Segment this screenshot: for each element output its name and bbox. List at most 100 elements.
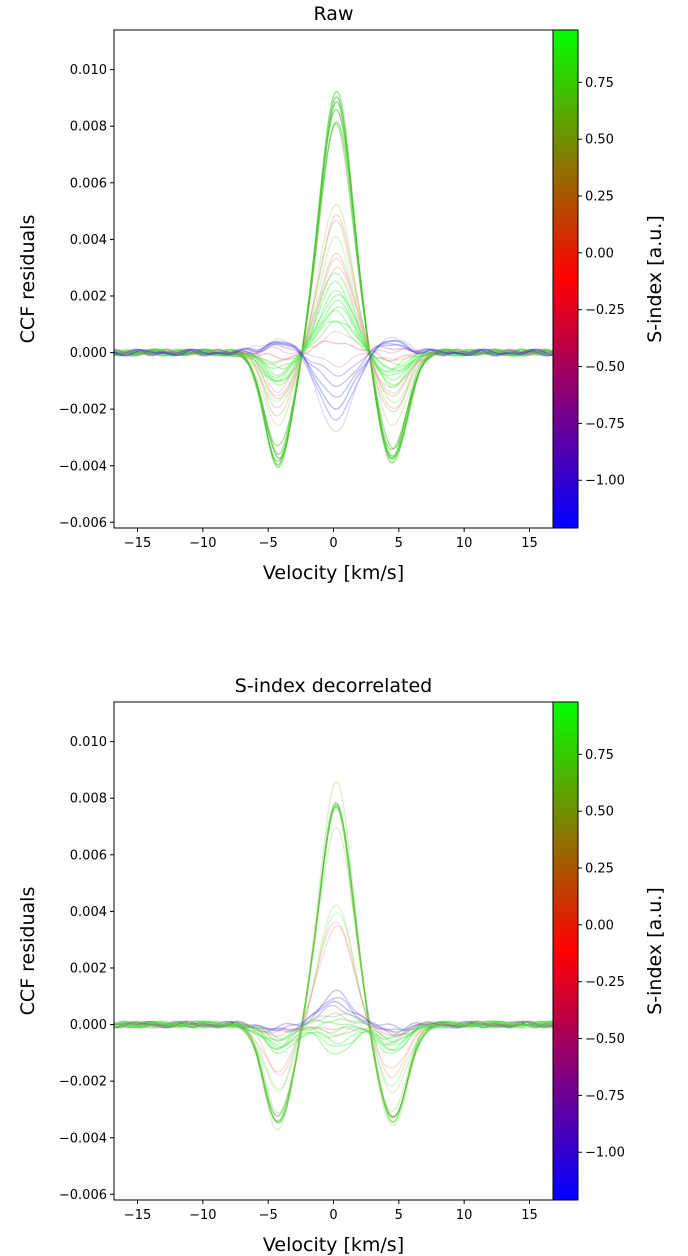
series-line (114, 1020, 553, 1038)
y-tick-label: 0.004 (70, 905, 107, 920)
series-line (114, 1004, 553, 1037)
series-line (114, 997, 553, 1032)
colorbar-tick-label: 0.25 (585, 862, 614, 877)
series-line (114, 1020, 553, 1043)
series-line (114, 306, 553, 377)
colorbar-tick-label: −1.00 (585, 474, 625, 489)
y-axis: −0.006 −0.004 −0.002 0.000 0.002 0.004 0.006 0.… (59, 735, 114, 1203)
colorbar-tick-label: 0.00 (585, 246, 614, 261)
y-tick-label: 0.002 (70, 289, 107, 304)
y-tick-label: 0.002 (70, 961, 107, 976)
series-line (114, 272, 553, 389)
y-tick-label: −0.006 (59, 1188, 107, 1203)
x-axis: −15 −10 −5 0 5 10 15 (124, 528, 538, 551)
plot-frame (113, 701, 554, 1201)
y-tick-label: 0.000 (70, 1018, 107, 1033)
series-line (114, 904, 553, 1094)
y-tick-label: 0.008 (70, 120, 107, 135)
series-line (114, 90, 553, 468)
colorbar-label: S-index [a.u.] (644, 887, 666, 1015)
colorbar: −1.00 −0.75 −0.50 −0.25 0.00 0.25 0.50 0.75 (552, 29, 625, 529)
series-line (114, 827, 553, 1114)
x-axis-label: Velocity [km/s] (263, 1234, 404, 1256)
series-line (114, 266, 553, 394)
y-tick-label: 0.010 (70, 735, 107, 750)
colorbar-tick-label: 0.50 (585, 133, 614, 148)
y-tick-label: 0.010 (70, 63, 107, 78)
colorbar-tick-label: −0.25 (585, 975, 625, 990)
series-line (114, 1012, 553, 1036)
colorbar-tick-label: 0.50 (585, 805, 614, 820)
series-line (114, 252, 553, 400)
x-tick-label: −10 (189, 536, 216, 551)
chart-raw: Raw −15 −10 −5 0 5 10 15 −0.006 −0.004 −0.002 0.0… (17, 3, 666, 584)
series-line (114, 1000, 553, 1033)
colorbar-tick-label: 0.75 (585, 76, 614, 91)
series-line (114, 1020, 553, 1051)
x-tick-label: 10 (456, 1208, 473, 1223)
series-line (114, 320, 553, 366)
series-line (114, 309, 553, 372)
series-line (114, 121, 553, 456)
x-tick-label: 5 (395, 1208, 403, 1223)
series-line (114, 1012, 553, 1040)
x-tick-label: −15 (124, 1208, 151, 1223)
series-line (114, 340, 553, 421)
x-tick-label: 15 (521, 1208, 538, 1223)
colorbar-tick-label: −0.50 (585, 1032, 625, 1047)
x-tick-label: 0 (329, 536, 337, 551)
series-line (114, 320, 553, 371)
x-tick-label: −5 (259, 536, 278, 551)
y-tick-label: −0.006 (59, 516, 107, 531)
x-tick-label: −10 (189, 1208, 216, 1223)
series-line (114, 280, 553, 386)
y-tick-label: 0.006 (70, 848, 107, 863)
series-line (114, 1020, 553, 1051)
series-line (114, 204, 553, 427)
series-group (114, 781, 553, 1131)
colorbar-gradient (552, 701, 579, 1201)
series-line (114, 108, 553, 460)
series-line (114, 299, 553, 379)
series-line (114, 293, 553, 382)
series-line (114, 257, 553, 397)
x-axis-label: Velocity [km/s] (263, 562, 404, 584)
series-line (114, 342, 553, 398)
x-tick-label: 10 (456, 536, 473, 551)
series-line (114, 330, 553, 364)
x-tick-label: −5 (259, 1208, 278, 1223)
y-tick-label: −0.004 (59, 459, 107, 474)
y-axis-label: CCF residuals (17, 215, 39, 344)
y-tick-label: 0.004 (70, 233, 107, 248)
x-tick-label: 5 (395, 536, 403, 551)
series-line (114, 1020, 553, 1049)
series-line (114, 806, 553, 1118)
y-tick-label: 0.006 (70, 176, 107, 191)
y-tick-label: −0.002 (59, 403, 107, 418)
series-line (114, 1020, 553, 1055)
series-line (114, 925, 553, 1073)
y-tick-label: 0.008 (70, 792, 107, 807)
series-line (114, 214, 553, 417)
series-line (114, 1018, 553, 1042)
series-line (114, 122, 553, 450)
chart-title: Raw (314, 3, 354, 25)
series-line (114, 346, 553, 368)
colorbar-tick-label: −1.00 (585, 1146, 625, 1161)
colorbar-gradient (552, 29, 579, 529)
x-tick-label: 0 (329, 1208, 337, 1223)
series-line (114, 802, 553, 1124)
series-line (114, 1021, 553, 1052)
colorbar: −1.00 −0.75 −0.50 −0.25 0.00 0.25 0.50 0.75 (552, 701, 625, 1201)
series-line (114, 289, 553, 383)
series-line (114, 342, 553, 388)
series-line (114, 1020, 553, 1045)
series-line (114, 989, 553, 1031)
y-axis: −0.006 −0.004 −0.002 0.000 0.002 0.004 0.006 0.… (59, 63, 114, 531)
y-axis-label: CCF residuals (17, 887, 39, 1016)
series-line (114, 336, 553, 432)
series-line (114, 921, 553, 1079)
colorbar-tick-label: −0.75 (585, 417, 625, 432)
chart-title: S-index decorrelated (235, 675, 432, 697)
